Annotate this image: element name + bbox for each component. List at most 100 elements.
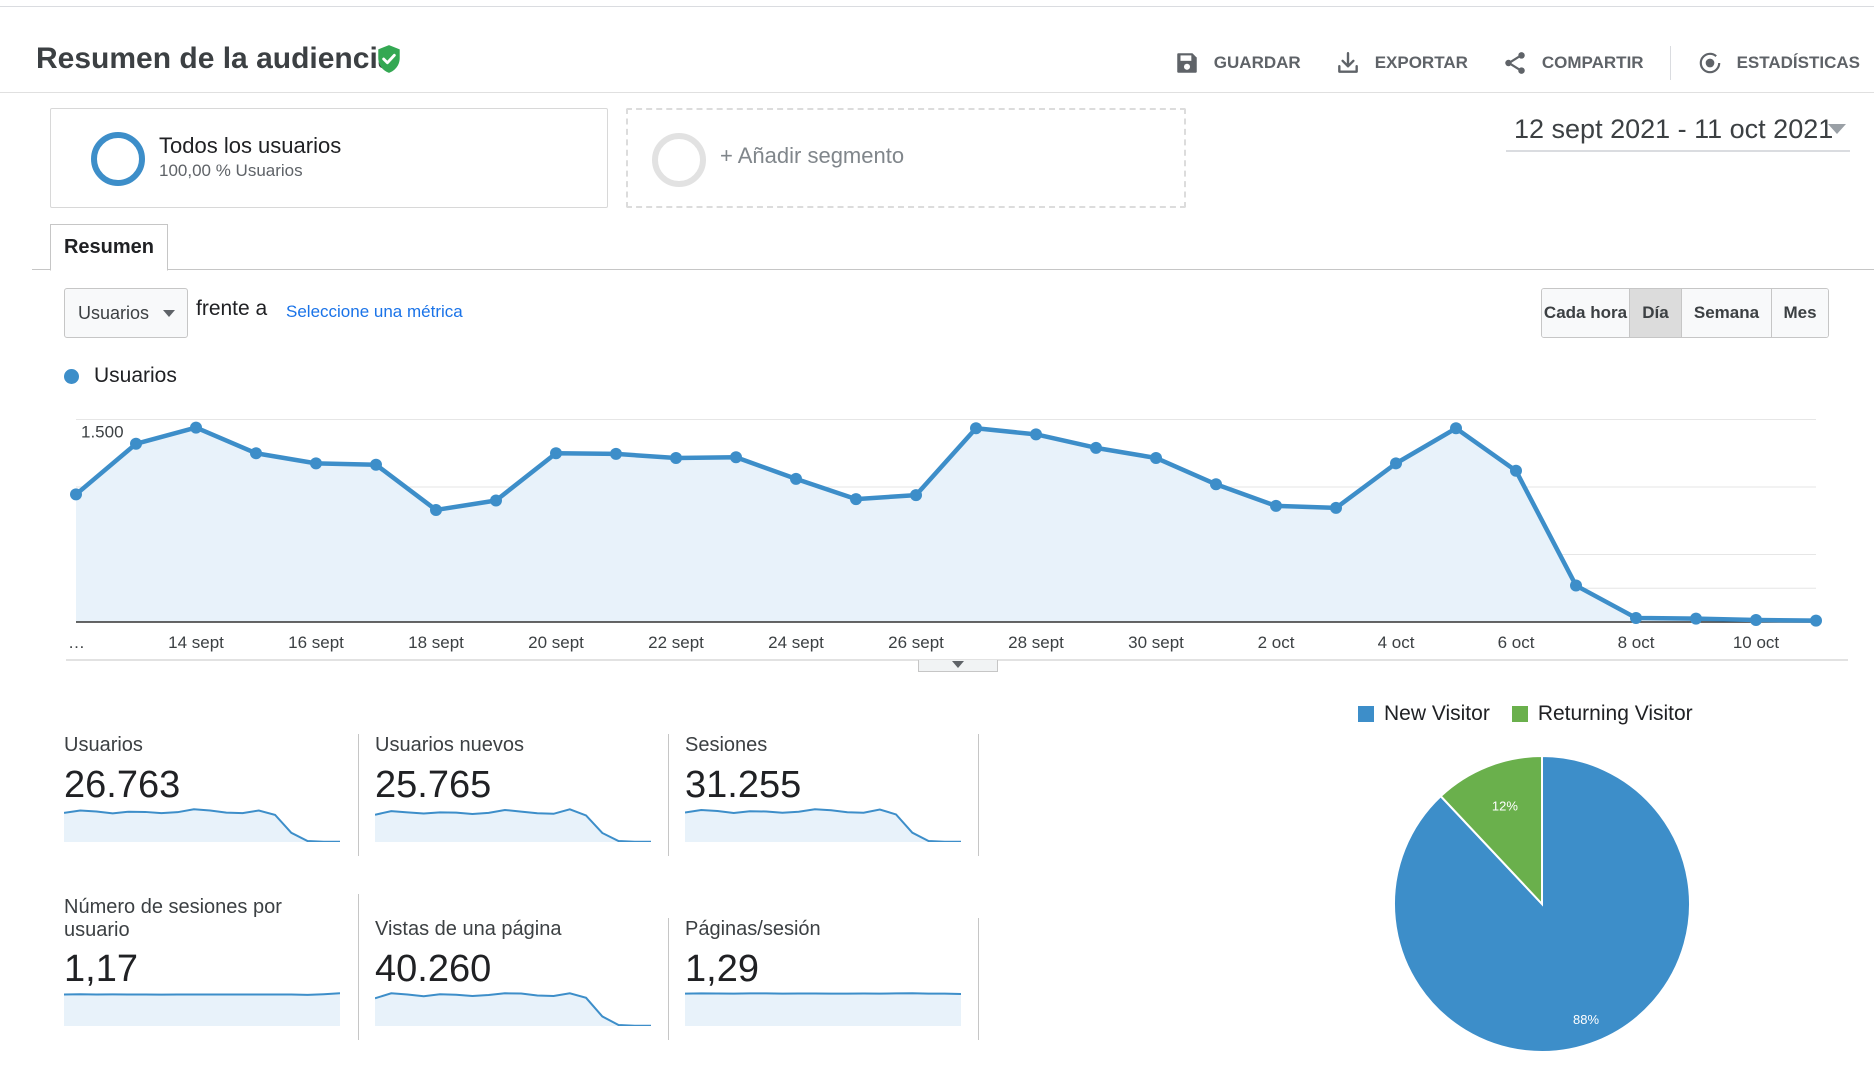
data-point[interactable] [370,458,382,471]
pie-legend-label: Returning Visitor [1537,702,1693,725]
sparkline-line [375,808,651,842]
metric-sparkline [64,808,340,842]
data-point[interactable] [70,488,82,501]
metric-sparkline [685,808,961,842]
data-point[interactable] [1210,478,1222,491]
data-point[interactable] [970,422,982,435]
chart-expand-handle[interactable] [918,660,998,672]
metric-label: Usuarios nuevos [375,734,524,756]
metric-dropdown[interactable]: Usuarios [64,288,188,338]
granularity-day-button[interactable]: Día [1630,289,1682,337]
dropdown-caret-icon [163,310,175,317]
sparkline-area [375,809,651,842]
data-point[interactable] [1030,428,1042,441]
save-label: GUARDAR [1213,53,1301,72]
save-button[interactable]: GUARDAR [1174,50,1301,76]
export-button[interactable]: EXPORTAR [1335,50,1468,76]
sparkline-line [375,992,651,1026]
pie-slice-returning-visitor[interactable] [1439,754,1543,907]
date-range-picker[interactable]: 12 sept 2021 - 11 oct 2021 [1506,110,1850,152]
share-icon [1505,52,1525,74]
data-point[interactable] [610,447,622,460]
save-icon [1177,53,1197,73]
top-rule [0,6,1874,7]
metric-value: 1,17 [64,948,138,990]
metric-sparkline [64,992,340,1026]
data-point[interactable] [670,451,682,464]
report-header: Resumen de la audiencia GUARDAR EXPORTAR [36,38,1870,88]
x-tick-label: 4 oct [1378,633,1415,652]
legend-label: Usuarios [94,364,177,387]
data-point[interactable] [1630,611,1642,624]
insights-button[interactable]: ESTADÍSTICAS [1697,50,1860,76]
area-fill [76,427,1816,622]
pie-legend-label: New Visitor [1384,702,1490,725]
sparkline-area [375,993,651,1026]
data-point[interactable] [1150,451,1162,464]
pie-slice-label: 88% [1573,1012,1599,1027]
data-point[interactable] [1270,499,1282,512]
data-point[interactable] [1810,614,1822,627]
data-point[interactable] [1390,457,1402,470]
x-tick-label: 26 sept [888,633,944,652]
share-label: COMPARTIR [1541,53,1644,72]
data-point[interactable] [250,447,262,460]
metric-label: Usuarios [64,734,143,756]
add-segment-button[interactable]: + Añadir segmento [626,108,1186,208]
x-tick-label: … [68,633,85,652]
data-point[interactable] [490,494,502,507]
data-point[interactable] [850,493,862,506]
granularity-hourly-button[interactable]: Cada hora [1542,289,1630,337]
segment-percentage: 100,00 % Usuarios [159,161,303,180]
data-point[interactable] [130,437,142,450]
data-point[interactable] [1750,613,1762,626]
series-line-usuarios [74,425,1817,623]
data-point[interactable] [1090,441,1102,454]
x-tick-label: 30 sept [1128,633,1184,652]
x-tick-label: 2 oct [1258,633,1295,652]
metric-tile-sesiones-por-usuario: Número de sesiones por usuario 1,17 [64,894,354,1028]
data-point[interactable] [550,447,562,460]
metric-column-divider [978,734,979,856]
segment-name: Todos los usuarios [159,133,342,158]
share-button[interactable]: COMPARTIR [1502,50,1644,76]
insights-label: ESTADÍSTICAS [1736,53,1860,72]
actions-divider [1669,46,1671,80]
data-point[interactable] [730,451,742,464]
data-point[interactable] [1690,612,1702,625]
x-tick-label: 14 sept [168,633,224,652]
data-point[interactable] [910,489,922,502]
metric-sparkline [375,808,651,842]
data-point[interactable] [190,421,202,434]
data-point[interactable] [310,457,322,470]
pie-legend-new-visitor: New Visitor [1358,702,1490,726]
metric-tile-vistas-pagina: Vistas de una página 40.260 [358,894,651,1040]
segment-all-users[interactable]: Todos los usuarios 100,00 % Usuarios [50,108,608,208]
data-point[interactable] [1330,501,1342,514]
data-point[interactable] [1510,464,1522,477]
header-actions: GUARDAR EXPORTAR COMPARTIR ESTADÍ [1140,46,1860,80]
tab-resumen[interactable]: Resumen [50,224,168,271]
metric-value: 26.763 [64,764,181,806]
granularity-toggle: Cada hora Día Semana Mes [1541,288,1829,338]
x-tick-label: 6 oct [1498,633,1535,652]
sparkline-line [64,992,340,996]
date-range-text: 12 sept 2021 - 11 oct 2021 [1514,114,1834,144]
legend-dot-icon [64,368,79,384]
data-point[interactable] [790,472,802,485]
expand-caret-icon [952,661,964,668]
data-point[interactable] [430,503,442,516]
granularity-week-button[interactable]: Semana [1682,289,1772,337]
granularity-month-button[interactable]: Mes [1772,289,1828,337]
metric-value: 40.260 [375,948,492,990]
data-point[interactable] [1570,579,1582,592]
legend-swatch-icon [1358,706,1374,722]
header-divider [0,92,1874,93]
select-metric-link[interactable]: Seleccione una métrica [286,302,463,321]
sparkline-area [64,993,340,1026]
sparkline-area [685,993,961,1026]
data-point[interactable] [1450,422,1462,435]
verified-shield-icon [378,45,400,73]
chart-legend: Usuarios [64,364,177,388]
add-segment-label: + Añadir segmento [720,143,905,168]
